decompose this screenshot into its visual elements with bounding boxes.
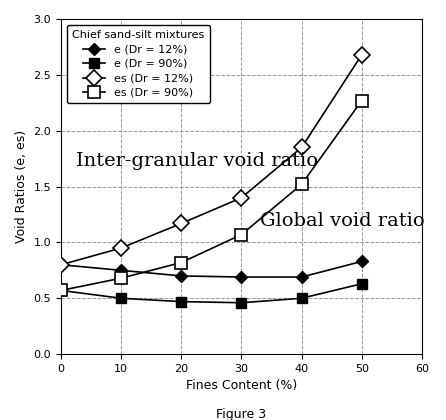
Y-axis label: Void Ratios (e, es): Void Ratios (e, es) xyxy=(15,130,28,243)
X-axis label: Fines Content (%): Fines Content (%) xyxy=(186,379,297,392)
Text: Global void ratio: Global void ratio xyxy=(260,212,424,230)
Text: Figure 3: Figure 3 xyxy=(216,408,266,420)
Text: Inter-granular void ratio: Inter-granular void ratio xyxy=(76,152,318,171)
Legend: e (Dr = 12%), e (Dr = 90%), es (Dr = 12%), es (Dr = 90%): e (Dr = 12%), e (Dr = 90%), es (Dr = 12%… xyxy=(66,24,210,103)
